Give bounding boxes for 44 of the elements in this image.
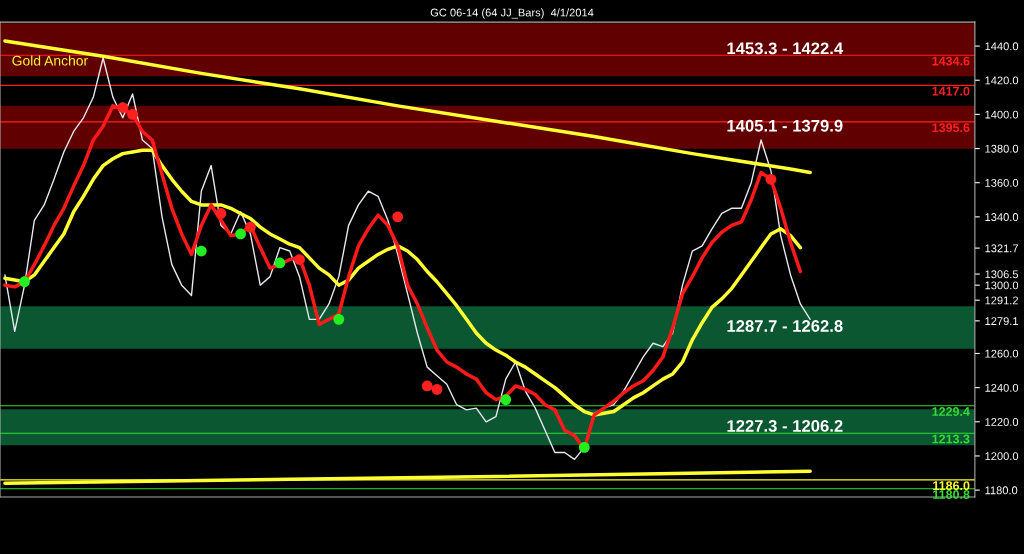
ref-line-label: 1395.6 (932, 123, 970, 133)
point (19, 276, 30, 288)
point (421, 380, 433, 392)
y-tick-label: 1260.0 (985, 349, 1019, 358)
y-tick-label: 1306.5 (985, 270, 1019, 279)
y-tick-label: 1200.0 (985, 452, 1019, 461)
point (235, 228, 246, 240)
point (274, 257, 286, 269)
ref-line-label: 1417.0 (932, 86, 970, 96)
ref-line-label: 1180.8 (933, 490, 970, 499)
y-tick-label: 1321.7 (985, 244, 1018, 253)
point (765, 173, 777, 185)
point (392, 211, 404, 223)
y-tick-label: 1220.0 (985, 418, 1019, 426)
y-tick-label: 1380.0 (985, 144, 1019, 153)
y-tick-label: 1340.0 (985, 213, 1019, 221)
point (294, 254, 305, 265)
point (245, 221, 256, 233)
y-tick-label: 1180.0 (985, 486, 1018, 495)
point (500, 394, 512, 405)
band-label: 1287.7 - 1262.8 (727, 320, 843, 332)
y-tick-label: 1420.0 (985, 76, 1019, 85)
band-label: 1227.3 - 1206.2 (727, 420, 843, 432)
band-label: 1453.3 - 1422.4 (727, 42, 844, 55)
point (578, 442, 590, 453)
point (117, 102, 129, 113)
y-tick-label: 1240.0 (985, 383, 1019, 392)
point (127, 109, 138, 120)
point (333, 313, 345, 325)
y-tick-label: 1300.0 (985, 281, 1019, 290)
point (195, 245, 207, 257)
ref-line-label: 1213.3 (932, 434, 970, 444)
ref-line-label: 1229.4 (932, 407, 970, 416)
annotation: Gold Anchor (12, 55, 88, 66)
band-label: 1405.1 - 1379.9 (727, 119, 843, 132)
y-tick-label: 1360.0 (985, 178, 1019, 187)
y-tick-label: 1440.0 (985, 42, 1019, 51)
chart-title: GC 06-14 (64 JJ_Bars) 4/1/2014 (430, 8, 594, 19)
point (215, 208, 227, 219)
y-tick-label: 1279.1 (985, 317, 1019, 325)
y-tick-label: 1400.0 (985, 110, 1019, 119)
point (431, 383, 443, 395)
y-tick-label: 1291.2 (985, 296, 1018, 305)
ref-line-label: 1434.6 (932, 56, 970, 66)
